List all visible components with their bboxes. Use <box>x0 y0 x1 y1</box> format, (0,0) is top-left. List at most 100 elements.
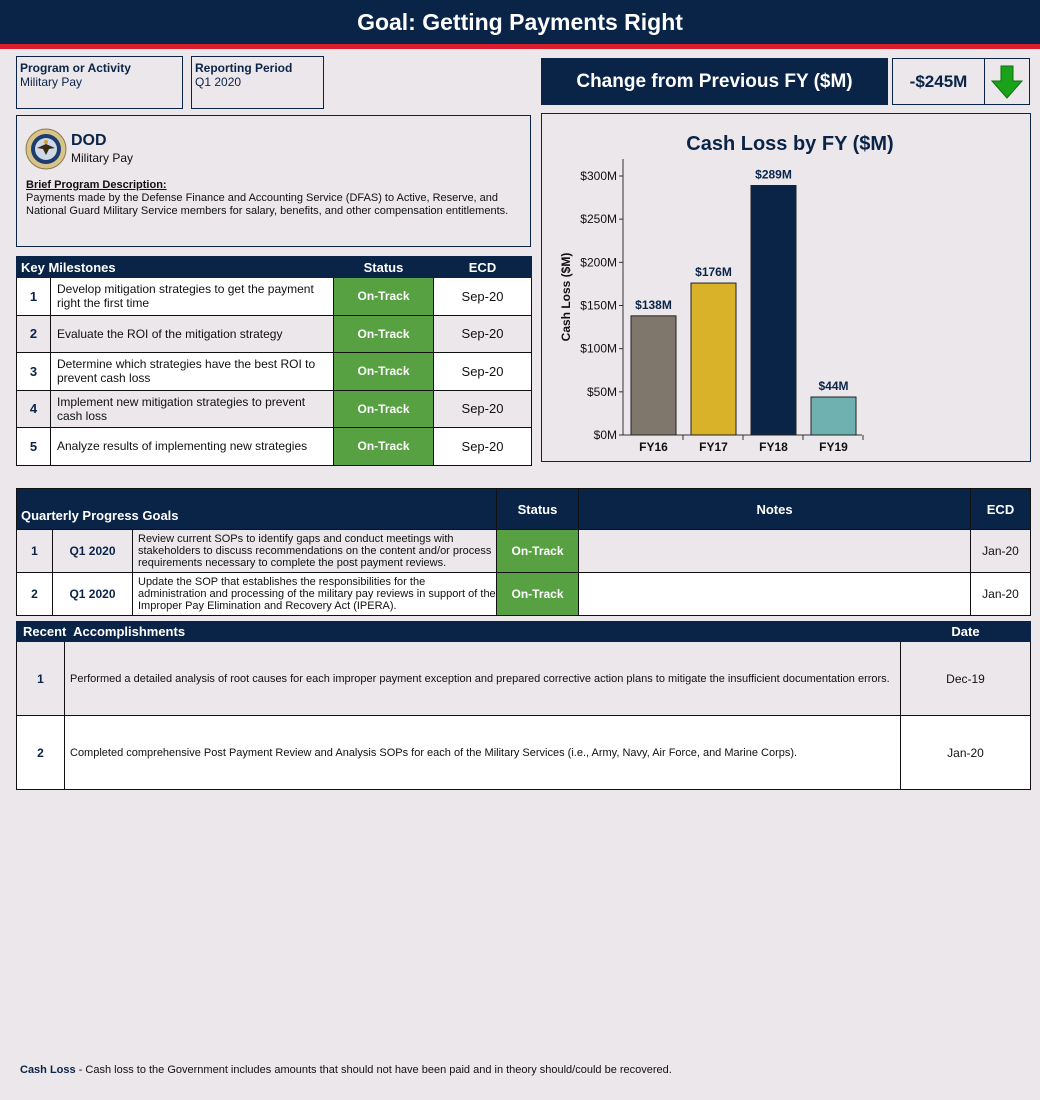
row-number: 4 <box>16 389 51 428</box>
table-row: 1 Q1 2020 Review current SOPs to identif… <box>16 529 1031 573</box>
data-label: $176M <box>695 265 732 279</box>
notes-cell <box>578 529 971 573</box>
quarterly-notes-header: Notes <box>578 488 971 530</box>
y-tick-label: $0M <box>594 428 617 442</box>
quarter-cell: Q1 2020 <box>52 572 133 616</box>
table-row: 1 Develop mitigation strategies to get t… <box>16 277 532 316</box>
y-tick-label: $50M <box>587 385 617 399</box>
program-value: Military Pay <box>20 75 83 89</box>
page-title: Goal: Getting Payments Right <box>0 0 1040 44</box>
milestone-text: Develop mitigation strategies to get the… <box>50 277 334 316</box>
status-badge: On-Track <box>333 352 434 391</box>
accomplishment-text: Completed comprehensive Post Payment Rev… <box>64 715 901 790</box>
row-number: 1 <box>16 641 65 716</box>
y-tick-label: $300M <box>580 169 617 183</box>
ecd-cell: Sep-20 <box>433 427 532 466</box>
key-milestones-table: Key Milestones Status ECD 1 Develop miti… <box>16 256 532 466</box>
bar-fy18 <box>750 184 797 436</box>
y-axis-label: Cash Loss ($M) <box>559 253 573 342</box>
accomplishments-header: Recent Accomplishments <box>16 621 901 642</box>
program-label: Program or Activity <box>20 61 131 75</box>
quarterly-header: Quarterly Progress Goals <box>16 488 497 530</box>
program-box: Program or Activity Military Pay <box>16 56 183 109</box>
notes-cell <box>578 572 971 616</box>
table-row: 2 Q1 2020 Update the SOP that establishe… <box>16 572 1031 616</box>
x-tick-label: FY19 <box>819 440 848 454</box>
y-tick-label: $200M <box>580 255 617 269</box>
dod-seal-icon <box>25 128 67 170</box>
ecd-cell: Sep-20 <box>433 277 532 316</box>
ecd-cell: Sep-20 <box>433 352 532 391</box>
x-tick-label: FY18 <box>759 440 788 454</box>
status-badge: On-Track <box>496 572 579 616</box>
y-tick-label: $100M <box>580 342 617 356</box>
bar-fy16 <box>630 315 677 436</box>
y-tick-label: $150M <box>580 299 617 313</box>
row-number: 1 <box>16 529 53 573</box>
period-label: Reporting Period <box>195 61 293 75</box>
table-row: 1 Performed a detailed analysis of root … <box>16 641 1031 716</box>
goal-text: Update the SOP that establishes the resp… <box>132 572 497 616</box>
table-row: 2 Completed comprehensive Post Payment R… <box>16 715 1031 790</box>
row-number: 1 <box>16 277 51 316</box>
x-tick-label: FY17 <box>699 440 728 454</box>
milestones-ecd-header: ECD <box>433 256 532 278</box>
arrow-down-icon <box>991 65 1023 99</box>
milestone-text: Determine which strategies have the best… <box>50 352 334 391</box>
cash-loss-chart: Cash Loss by FY ($M) Cash Loss ($M) $0M $50… <box>541 113 1031 462</box>
description-text: Payments made by the Defense Finance and… <box>26 192 509 217</box>
change-arrow-box <box>984 58 1030 105</box>
status-badge: On-Track <box>333 314 434 353</box>
x-tick-label: FY16 <box>639 440 668 454</box>
milestones-header: Key Milestones <box>16 256 334 278</box>
milestones-status-header: Status <box>333 256 434 278</box>
table-row: 4 Implement new mitigation strategies to… <box>16 389 532 428</box>
footnote: Cash Loss - Cash loss to the Government … <box>20 1064 672 1076</box>
data-label: $44M <box>818 379 848 393</box>
accomplishments-date-header: Date <box>900 621 1031 642</box>
program-description-box: DOD Military Pay Brief Program Descripti… <box>16 115 531 247</box>
data-label: $289M <box>755 167 792 181</box>
ecd-cell: Jan-20 <box>970 572 1031 616</box>
bar-fy17 <box>690 282 737 436</box>
table-row: 3 Determine which strategies have the be… <box>16 352 532 391</box>
change-title: Change from Previous FY ($M) <box>541 58 888 105</box>
goal-text: Review current SOPs to identify gaps and… <box>132 529 497 573</box>
quarter-cell: Q1 2020 <box>52 529 133 573</box>
footnote-text: - Cash loss to the Government includes a… <box>75 1064 672 1076</box>
quarterly-progress-table: Quarterly Progress Goals Status Notes EC… <box>16 488 1031 616</box>
change-value: -$245M <box>892 58 985 105</box>
milestone-text: Evaluate the ROI of the mitigation strat… <box>50 314 334 353</box>
row-number: 3 <box>16 352 51 391</box>
status-badge: On-Track <box>333 389 434 428</box>
row-number: 5 <box>16 427 51 466</box>
date-cell: Jan-20 <box>900 715 1031 790</box>
ecd-cell: Sep-20 <box>433 389 532 428</box>
status-badge: On-Track <box>333 427 434 466</box>
row-number: 2 <box>16 314 51 353</box>
agency-program: Military Pay <box>71 151 134 165</box>
date-cell: Dec-19 <box>900 641 1031 716</box>
cash-loss-chart-svg: Cash Loss by FY ($M) Cash Loss ($M) $0M $50… <box>559 133 894 454</box>
ecd-cell: Sep-20 <box>433 314 532 353</box>
table-row: 2 Evaluate the ROI of the mitigation str… <box>16 314 532 353</box>
data-label: $138M <box>635 298 672 312</box>
agency-name: DOD <box>71 132 107 149</box>
row-number: 2 <box>16 715 65 790</box>
ecd-cell: Jan-20 <box>970 529 1031 573</box>
milestone-text: Analyze results of implementing new stra… <box>50 427 334 466</box>
table-row: 5 Analyze results of implementing new st… <box>16 427 532 466</box>
period-box: Reporting Period Q1 2020 <box>191 56 324 109</box>
status-badge: On-Track <box>333 277 434 316</box>
row-number: 2 <box>16 572 53 616</box>
footnote-term: Cash Loss <box>20 1064 76 1076</box>
chart-title: Cash Loss by FY ($M) <box>686 133 893 155</box>
description-label: Brief Program Description: <box>26 179 167 191</box>
status-badge: On-Track <box>496 529 579 573</box>
quarterly-status-header: Status <box>496 488 579 530</box>
accomplishment-text: Performed a detailed analysis of root ca… <box>64 641 901 716</box>
y-tick-label: $250M <box>580 212 617 226</box>
quarterly-ecd-header: ECD <box>970 488 1031 530</box>
period-value: Q1 2020 <box>195 75 242 89</box>
milestone-text: Implement new mitigation strategies to p… <box>50 389 334 428</box>
